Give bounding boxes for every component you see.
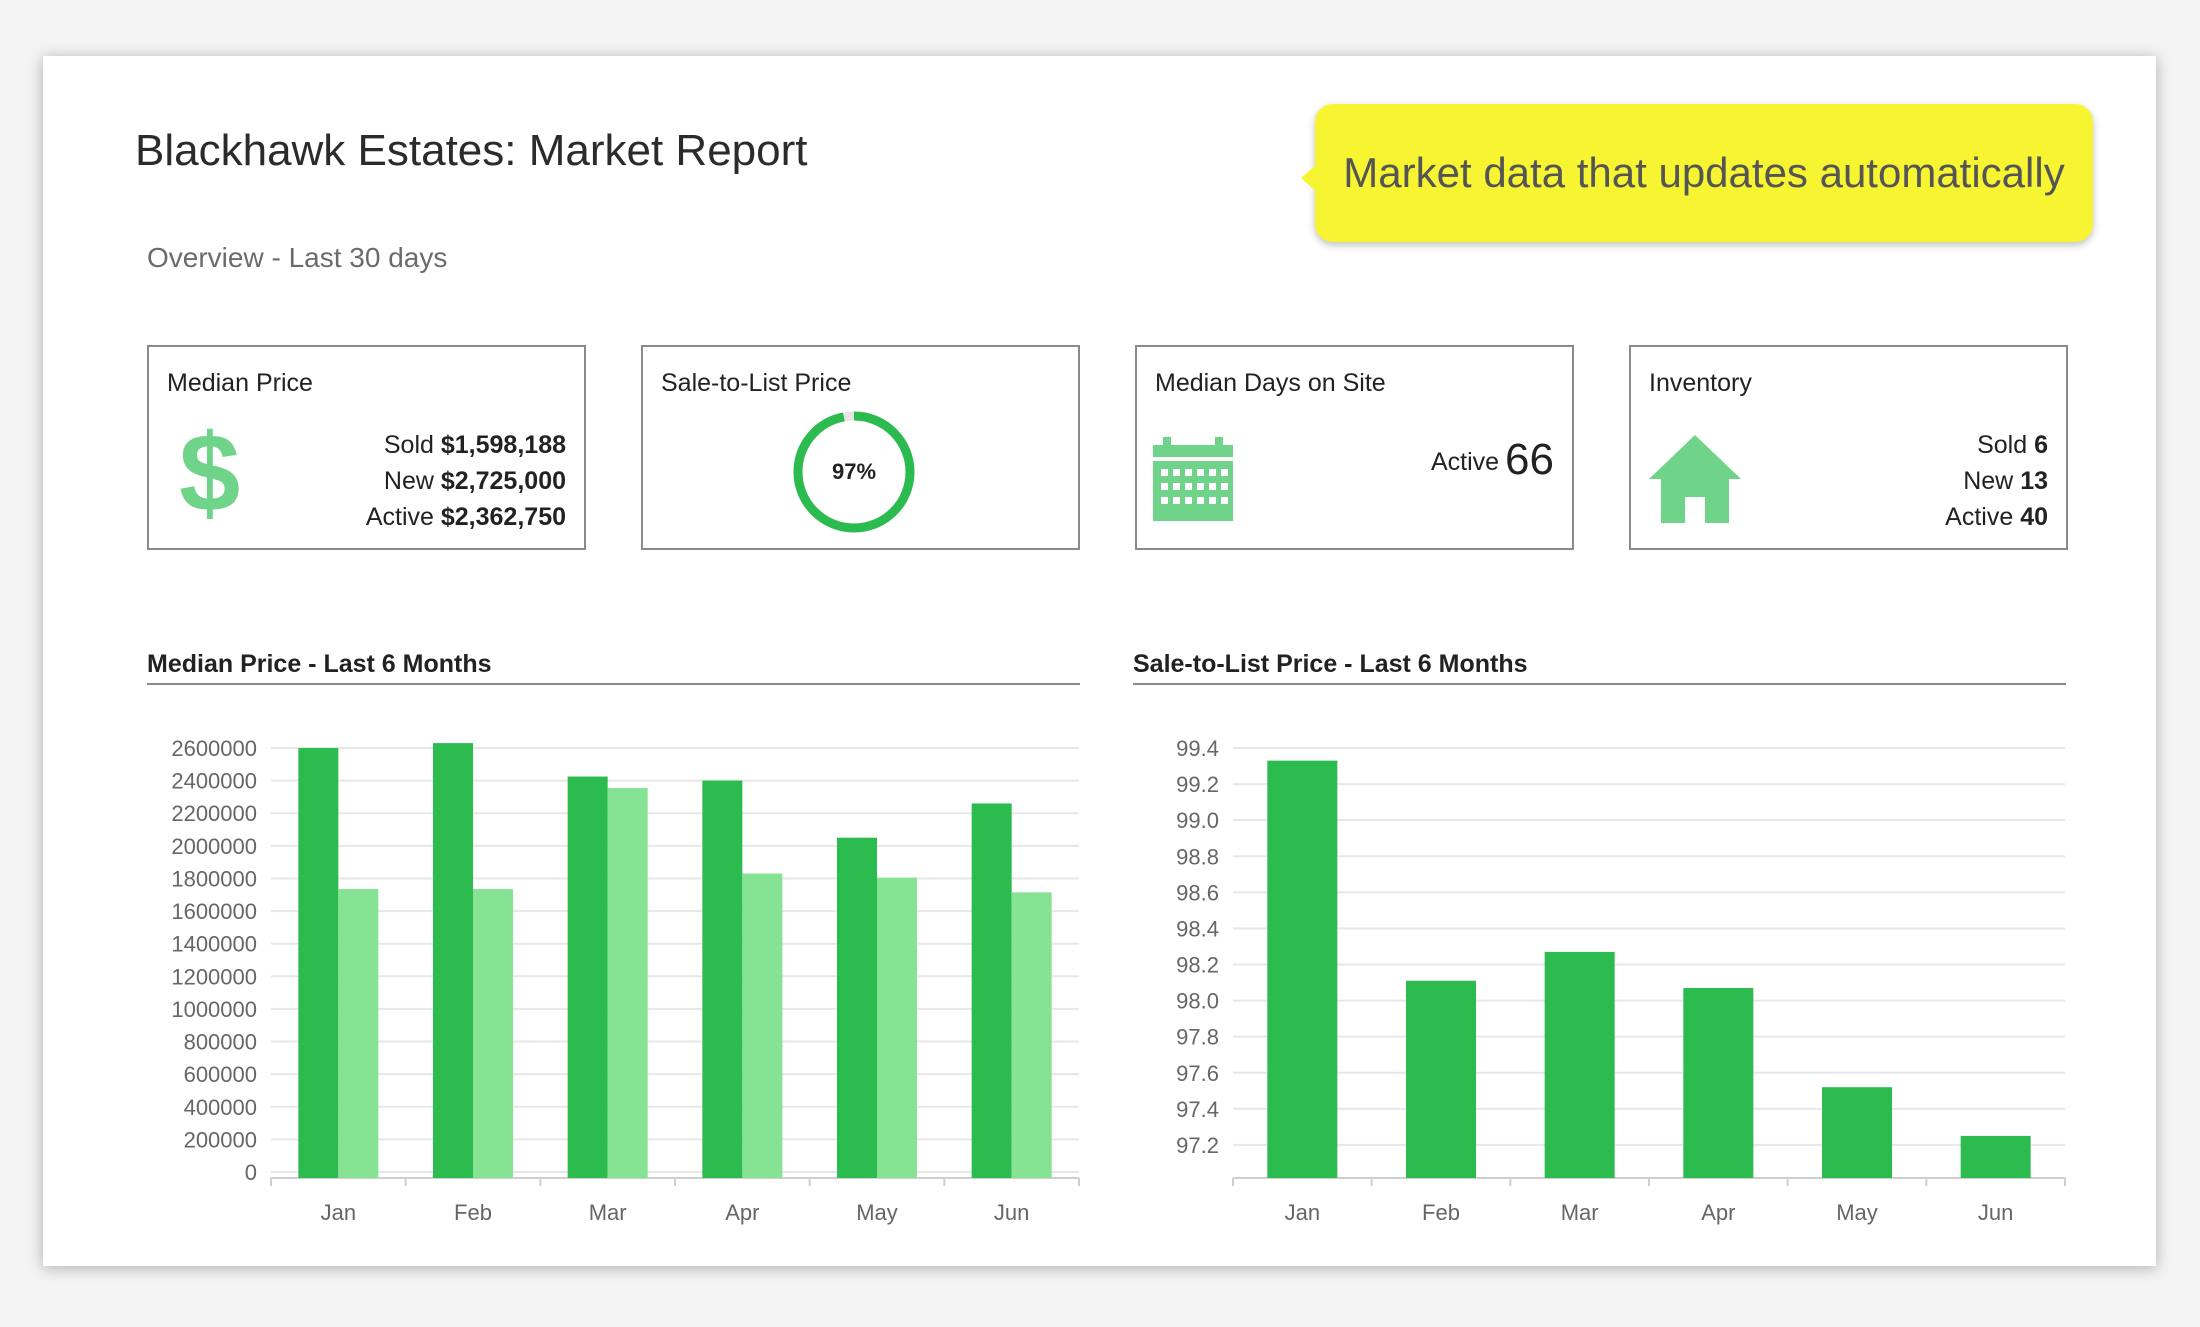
card-title: Inventory — [1649, 369, 1752, 397]
bar-mar-series-0 — [1544, 951, 1615, 1178]
bar-jun-series-0 — [1960, 1135, 2031, 1178]
bar-may-series-1 — [877, 877, 917, 1178]
card-title: Sale-to-List Price — [661, 369, 852, 397]
y-tick-label: 1400000 — [171, 932, 257, 957]
x-tick-label: Mar — [1561, 1200, 1599, 1225]
ring-progress — [793, 411, 915, 533]
y-tick-label: 800000 — [184, 1030, 257, 1055]
y-tick-label: 97.4 — [1176, 1097, 1219, 1122]
bar-apr-series-1 — [742, 873, 783, 1178]
section-divider — [1133, 683, 2066, 685]
y-tick-label: 2600000 — [171, 736, 257, 761]
y-tick-label: 1000000 — [171, 997, 257, 1022]
sale-to-list-card: Sale-to-List Price 97% — [641, 345, 1080, 550]
bar-jan-series-0 — [1267, 760, 1338, 1178]
y-tick-label: 2000000 — [171, 834, 257, 859]
y-tick-label: 98.0 — [1176, 989, 1219, 1014]
bar-jun-series-0 — [971, 803, 1012, 1178]
card-title: Median Days on Site — [1155, 369, 1386, 397]
y-tick-label: 1200000 — [171, 964, 257, 989]
stat-sold: Sold 6 — [1977, 431, 2048, 459]
y-tick-label: 0 — [245, 1160, 257, 1185]
median-price-chart: 0 200000 400000 600000 800000 1000000 1200000 1… — [171, 736, 1080, 1225]
bar-feb-series-0 — [433, 743, 473, 1178]
inventory-stats: Sold 6 New 13 Active 40 — [1945, 427, 2048, 535]
median-price-stats: Sold $1,598,188 New $2,725,000 Active $2… — [366, 427, 566, 535]
bar-apr-series-0 — [702, 780, 743, 1178]
y-tick-label: 99.0 — [1176, 808, 1219, 833]
active-days: Active 66 — [1430, 435, 1554, 484]
bar-apr-series-0 — [1683, 987, 1754, 1178]
y-tick-label: 2200000 — [171, 801, 257, 826]
median-days-card: Median Days on Site Active 66 — [1135, 345, 1574, 550]
y-tick-label: 98.2 — [1176, 953, 1219, 978]
y-tick-label: 97.6 — [1176, 1061, 1219, 1086]
y-tick-label: 98.4 — [1176, 916, 1219, 941]
y-tick-label: 200000 — [184, 1127, 257, 1152]
stat-sold: Sold $1,598,188 — [383, 431, 566, 459]
calendar-icon — [1153, 437, 1233, 521]
sale-to-list-value: 97% — [831, 459, 877, 484]
report-page: Blackhawk Estates: Market Report Overvie… — [43, 56, 2156, 1266]
x-tick-label: May — [1836, 1200, 1878, 1225]
x-tick-label: Apr — [1701, 1200, 1735, 1225]
bar-may-series-0 — [837, 837, 877, 1178]
y-tick-label: 98.8 — [1176, 844, 1219, 869]
inventory-card: Inventory Sold 6 New 13 Active 40 — [1629, 345, 2068, 550]
sale-to-list-ring — [793, 411, 915, 533]
page-title: Blackhawk Estates: Market Report — [135, 126, 808, 175]
median-price-card: Median Price $ Sold $1,598,188 New $2,72… — [147, 345, 586, 550]
y-tick-label: 98.6 — [1176, 880, 1219, 905]
bar-feb-series-1 — [473, 889, 513, 1178]
y-tick-label: 97.2 — [1176, 1133, 1219, 1158]
y-tick-label: 1800000 — [171, 866, 257, 891]
x-tick-label: May — [856, 1200, 898, 1225]
bar-jan-series-1 — [338, 889, 379, 1178]
house-icon — [1649, 435, 1741, 523]
y-tick-label: 99.4 — [1176, 736, 1219, 761]
bar-jan-series-0 — [298, 748, 339, 1178]
x-tick-label: Apr — [725, 1200, 759, 1225]
median-price-chart-title: Median Price - Last 6 Months — [147, 650, 492, 678]
x-tick-label: Jun — [1978, 1200, 2013, 1225]
stat-new: New $2,725,000 — [383, 467, 566, 495]
x-tick-label: Jan — [321, 1200, 356, 1225]
y-tick-label: 600000 — [184, 1062, 257, 1087]
y-tick-label: 97.8 — [1176, 1025, 1219, 1050]
x-tick-label: Feb — [454, 1200, 492, 1225]
stat-new: New 13 — [1963, 467, 2048, 495]
bar-mar-series-0 — [567, 776, 608, 1178]
stat-active: Active $2,362,750 — [365, 503, 566, 531]
stat-active: Active 40 — [1945, 503, 2048, 531]
sale-to-list-chart-title: Sale-to-List Price - Last 6 Months — [1133, 650, 1528, 678]
x-tick-label: Feb — [1422, 1200, 1460, 1225]
section-divider — [147, 683, 1080, 685]
active-days-value: 66 — [1505, 435, 1554, 484]
y-tick-label: 99.2 — [1176, 772, 1219, 797]
x-tick-label: Mar — [589, 1200, 627, 1225]
dollar-icon: $ — [179, 412, 241, 535]
y-tick-label: 1600000 — [171, 899, 257, 924]
overview-subtitle: Overview - Last 30 days — [147, 242, 448, 273]
callout-text: Market data that updates automatically — [1343, 149, 2065, 196]
bar-jun-series-1 — [1011, 892, 1052, 1178]
x-tick-label: Jan — [1285, 1200, 1320, 1225]
bar-may-series-0 — [1822, 1087, 1892, 1178]
card-title: Median Price — [167, 369, 313, 397]
callout-banner: Market data that updates automatically — [1301, 104, 2093, 242]
y-tick-label: 2400000 — [171, 769, 257, 794]
y-tick-label: 400000 — [184, 1095, 257, 1120]
x-tick-label: Jun — [994, 1200, 1029, 1225]
sale-to-list-chart: 97.2 97.4 97.6 97.8 98.0 98.2 98.4 98.6 98.8 99.0… — [1176, 736, 2066, 1225]
bar-mar-series-1 — [607, 787, 648, 1178]
bar-feb-series-0 — [1406, 980, 1476, 1178]
